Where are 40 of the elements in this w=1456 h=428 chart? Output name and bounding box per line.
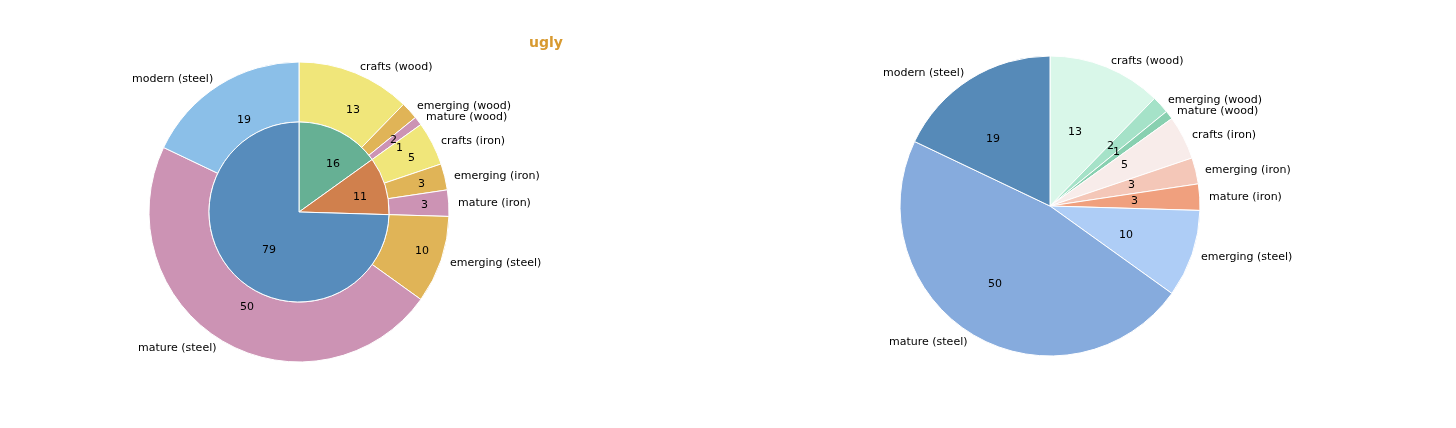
data-label: 13 [1068,125,1082,138]
slice-label: emerging (iron) [454,169,540,182]
text: ugly [529,34,563,50]
data-label: 1 [396,141,403,154]
slice-label: mature (wood) [426,110,508,123]
data-label: 79 [262,243,276,256]
slice-label: crafts (iron) [441,134,506,147]
slice-label: emerging (iron) [1205,163,1291,176]
slice-label: mature (iron) [458,196,531,209]
slice-label: crafts (iron) [1192,128,1257,141]
slice-label: emerging (wood) [417,99,512,112]
slice-label: crafts (wood) [1111,54,1184,67]
data-label: 1 [1113,145,1120,158]
data-label: 5 [408,151,415,164]
slice-label: emerging (wood) [1168,93,1263,106]
data-label: 11 [353,190,367,203]
data-label: 3 [418,177,425,190]
slice-label: mature (iron) [1209,190,1282,203]
data-label: 10 [415,244,429,257]
data-label: 2 [390,133,397,146]
data-label: 3 [1131,194,1138,207]
slice-label: mature (steel) [889,335,968,348]
slice-label: mature (steel) [138,341,217,354]
data-label: 16 [326,157,340,170]
data-label: 13 [346,103,360,116]
data-label: 3 [421,198,428,211]
slice-label: modern (steel) [132,72,214,85]
data-label: 3 [1128,178,1135,191]
data-label: 10 [1119,228,1133,241]
data-label: 50 [240,300,254,313]
slice-label: mature (wood) [1177,104,1259,117]
data-label: 5 [1121,158,1128,171]
slice-label: modern (steel) [883,66,965,79]
data-label: 50 [988,277,1002,290]
slice-label: emerging (steel) [1201,250,1293,263]
data-label: 2 [1107,139,1114,152]
slice-label: emerging (steel) [450,256,542,269]
slice-label: crafts (wood) [360,60,433,73]
data-label: 19 [237,113,251,126]
data-label: 19 [986,132,1000,145]
